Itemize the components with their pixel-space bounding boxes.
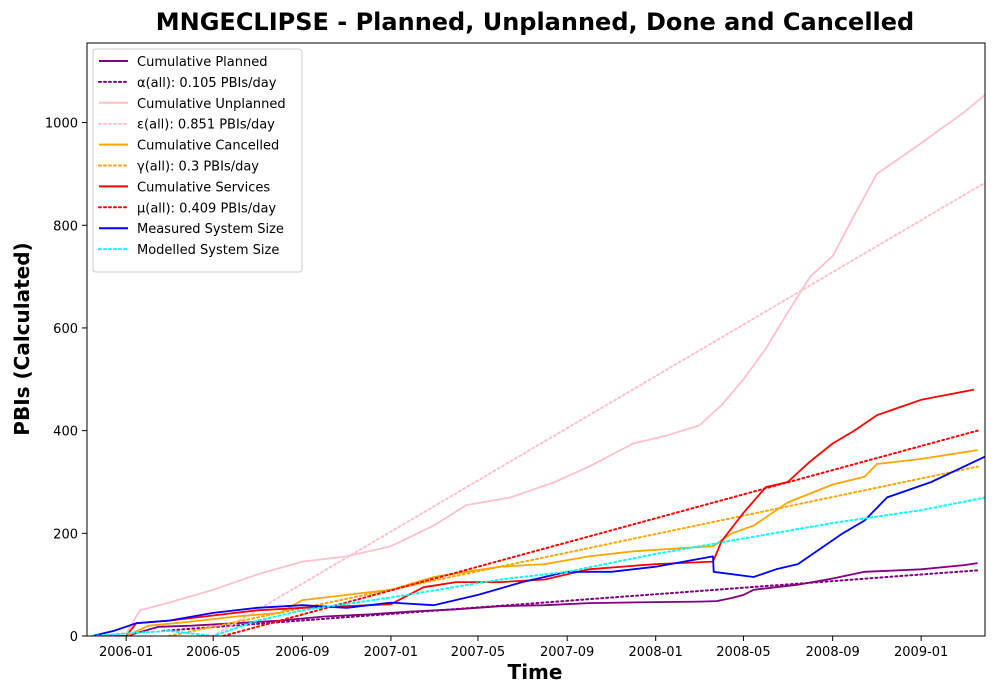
x-axis-label: Time bbox=[507, 660, 563, 684]
series-line-1 bbox=[161, 569, 979, 632]
series-line-0 bbox=[92, 562, 978, 636]
legend-label-3: ε(all): 0.851 PBIs/day bbox=[137, 118, 275, 133]
legend-label-5: γ(all): 0.3 PBIs/day bbox=[137, 160, 259, 175]
x-tick-label: 2006-05 bbox=[186, 645, 240, 660]
y-tick-label: 0 bbox=[70, 630, 78, 645]
x-tick-label: 2008-05 bbox=[716, 645, 770, 660]
x-tick-label: 2006-01 bbox=[99, 645, 153, 660]
series-line-8 bbox=[91, 455, 985, 636]
y-tick-label: 600 bbox=[53, 322, 78, 337]
legend-label-7: μ(all): 0.409 PBIs/day bbox=[137, 201, 276, 216]
legend-box bbox=[92, 48, 303, 273]
x-tick-label: 2007-05 bbox=[451, 645, 505, 660]
x-tick-label: 2009-01 bbox=[894, 645, 948, 660]
y-tick-label: 200 bbox=[53, 527, 78, 542]
series-line-6 bbox=[92, 388, 975, 636]
series-line-5 bbox=[168, 465, 979, 636]
y-axis-ticks: 0 200 400 600 800 1000 bbox=[45, 117, 87, 645]
y-tick-label: 400 bbox=[53, 425, 78, 440]
axes-frame bbox=[86, 42, 986, 637]
x-tick-label: 2007-09 bbox=[540, 645, 594, 660]
y-tick-label: 800 bbox=[53, 219, 78, 234]
legend-label-2: Cumulative Unplanned bbox=[137, 97, 286, 112]
x-tick-label: 2007-01 bbox=[364, 645, 418, 660]
series-lines bbox=[91, 93, 985, 636]
series-line-3 bbox=[212, 181, 985, 636]
x-tick-label: 2008-09 bbox=[806, 645, 860, 660]
chart-title: MNGECLIPSE - Planned, Unplanned, Done an… bbox=[155, 8, 915, 36]
legend-label-9: Modelled System Size bbox=[137, 243, 279, 258]
series-line-2 bbox=[92, 93, 985, 636]
x-axis-ticks: 2006-01 2006-05 2006-09 2007-01 2007-05 2007-… bbox=[99, 636, 948, 660]
x-tick-label: 2008-01 bbox=[629, 645, 683, 660]
legend-label-1: α(all): 0.105 PBIs/day bbox=[137, 76, 277, 91]
legend-label-4: Cumulative Cancelled bbox=[137, 139, 279, 154]
x-tick-label: 2006-09 bbox=[275, 645, 329, 660]
legend-label-8: Measured System Size bbox=[137, 222, 284, 237]
legend-label-0: Cumulative Planned bbox=[137, 55, 267, 70]
series-line-4 bbox=[92, 449, 978, 636]
legend-label-6: Cumulative Services bbox=[137, 180, 270, 195]
legend: Cumulative Planned α(all): 0.105 PBIs/day… bbox=[92, 48, 303, 273]
y-tick-label: 1000 bbox=[45, 117, 78, 132]
series-line-9 bbox=[91, 496, 985, 636]
y-axis-label: PBIs (Calculated) bbox=[10, 242, 34, 436]
series-line-7 bbox=[222, 429, 979, 636]
